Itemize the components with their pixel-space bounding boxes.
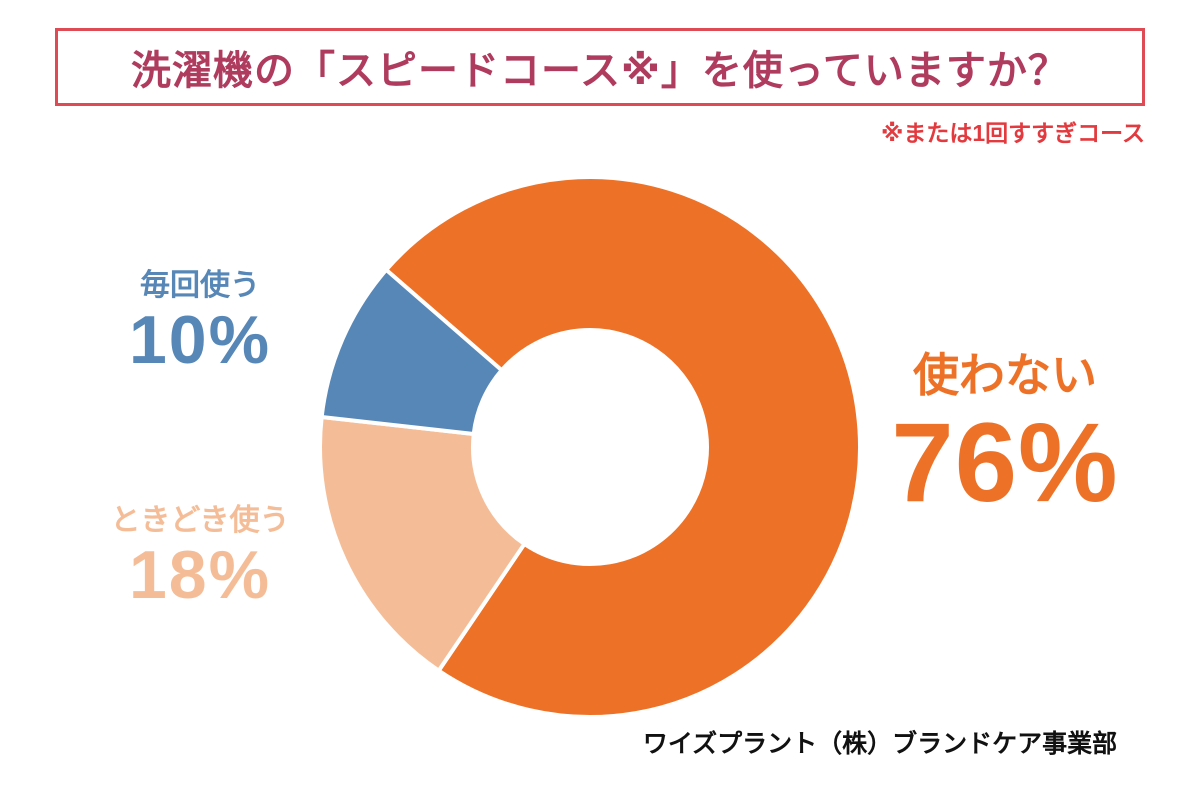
donut-slice-2 [319,267,504,436]
slice-pct-sometimes: 18% [128,537,272,613]
title-footnote: ※または1回すすぎコース [880,120,1145,146]
slice-pct-every-time: 10% [128,302,272,378]
source-credit: ワイズプラント（株）ブランドケア事業部 [642,730,1118,758]
donut-slice-0 [384,175,862,719]
donut-slice-1 [318,414,527,673]
slice-label-sometimes: ときどき使う 18% [60,503,340,612]
slice-name-not-used: 使わない [913,349,1097,401]
slice-name-every-time: 毎回使う [140,269,260,302]
slice-label-every-time: 毎回使う 10% [70,268,330,377]
slice-label-not-used: 使わない 76% [860,348,1150,524]
title-box: 洗濯機の「スピードコース※」を使っていますか？ [55,28,1145,106]
slice-name-sometimes: ときどき使う [110,504,290,537]
slice-pct-not-used: 76% [891,400,1119,526]
page-title: 洗濯機の「スピードコース※」を使っていますか？ [131,49,1069,93]
